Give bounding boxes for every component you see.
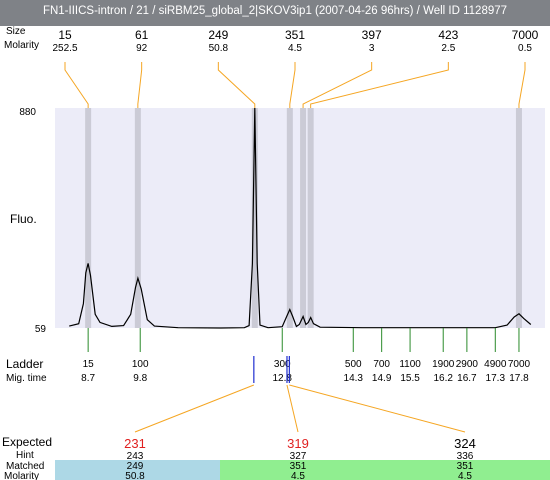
matched-size: 249 <box>127 461 144 472</box>
peak-connector <box>289 62 296 108</box>
peak-connector <box>137 62 143 108</box>
ladder-mig-time: 14.3 <box>344 373 364 384</box>
peak-band <box>286 108 293 328</box>
hint-size: 336 <box>457 451 474 462</box>
peak-molarity-label: Molarity <box>4 40 39 51</box>
peak-molarity: 252.5 <box>52 43 77 54</box>
peak-molarity: 50.8 <box>209 43 229 54</box>
peak-size-label: Size <box>6 26 26 37</box>
peak-molarity: 4.5 <box>288 43 302 54</box>
expected-markers <box>134 356 466 433</box>
mig-time-label: Mig. time <box>6 373 47 384</box>
ladder-mig-time: 17.3 <box>486 373 506 384</box>
peak-band <box>251 108 258 328</box>
peak-band <box>85 108 92 328</box>
y-tick-top: 880 <box>19 107 36 118</box>
hint-label: Hint <box>16 450 34 461</box>
matched-molarity: 50.8 <box>125 471 145 480</box>
ladder-size: 4900 <box>484 359 507 370</box>
ladder-markers: 15 8.7 100 9.8 300 12.8 500 14.3 700 14.9 1100 15.5… <box>81 328 531 384</box>
ladder-size: 1900 <box>432 359 455 370</box>
peak-size: 423 <box>438 28 458 42</box>
matched-label: Matched <box>6 461 44 472</box>
ladder-size: 7000 <box>508 359 531 370</box>
ladder-size: 2900 <box>456 359 479 370</box>
peak-connector <box>302 62 373 108</box>
molarity-label: Molarity <box>4 471 39 480</box>
hint-size: 327 <box>290 451 307 462</box>
peak-size: 7000 <box>512 28 539 42</box>
hint-size: 243 <box>127 451 144 462</box>
ladder-size: 700 <box>373 359 390 370</box>
peak-molarity: 92 <box>136 43 148 54</box>
ladder-mig-time: 16.7 <box>457 373 477 384</box>
peak-molarity: 3 <box>369 43 375 54</box>
ladder-size: 15 <box>83 359 95 370</box>
expected-size: 319 <box>287 436 309 451</box>
peak-molarity: 2.5 <box>441 43 455 54</box>
ladder-mig-time: 9.8 <box>133 373 147 384</box>
ladder-size: 100 <box>132 359 149 370</box>
fluorescence-trace <box>69 107 532 329</box>
peak-size: 249 <box>208 28 228 42</box>
peak-bands <box>85 108 522 328</box>
ladder-mig-time: 14.9 <box>372 373 392 384</box>
expected-connector <box>286 384 299 433</box>
ladder-mig-time: 16.2 <box>433 373 453 384</box>
peak-connector <box>217 62 256 108</box>
peak-molarity: 0.5 <box>518 43 532 54</box>
matched-bar-highlighted <box>220 460 550 480</box>
expected-label: Expected <box>2 435 52 449</box>
peak-band <box>134 108 141 328</box>
ladder-size: 500 <box>345 359 362 370</box>
matched-size: 351 <box>290 461 307 472</box>
ladder-size: 1100 <box>399 359 421 370</box>
peak-connector <box>64 62 89 108</box>
matched-size: 351 <box>457 461 474 472</box>
peak-connector <box>310 62 449 108</box>
peak-size: 397 <box>362 28 382 42</box>
ladder-mig-time: 12.8 <box>273 373 293 384</box>
peak-size: 351 <box>285 28 305 42</box>
expected-connector <box>289 384 466 433</box>
peak-connector <box>518 62 526 108</box>
y-axis-label: Fluo. <box>10 212 37 226</box>
peak-size: 15 <box>58 28 72 42</box>
title-bar: FN1-IIICS-intron / 21 / siRBM25_global_2… <box>0 0 550 26</box>
ladder-mig-time: 15.5 <box>400 373 420 384</box>
peak-band <box>300 108 307 328</box>
ladder-mig-time: 8.7 <box>81 373 95 384</box>
y-tick-bottom: 59 <box>35 324 47 335</box>
ladder-mig-time: 17.8 <box>509 373 529 384</box>
peak-band <box>515 108 522 328</box>
chart-title: FN1-IIICS-intron / 21 / siRBM25_global_2… <box>42 5 508 17</box>
matched-molarity: 4.5 <box>291 471 305 480</box>
expected-connector <box>134 384 255 433</box>
matched-molarity: 4.5 <box>458 471 472 480</box>
expected-size: 231 <box>124 436 146 451</box>
plot-area <box>55 108 545 328</box>
expected-size: 324 <box>454 436 476 451</box>
ladder-label: Ladder <box>6 357 43 371</box>
peak-size: 61 <box>135 28 149 42</box>
peak-connectors <box>64 62 526 108</box>
matched-bar-unhighlighted <box>55 460 220 480</box>
ladder-size: 300 <box>274 359 291 370</box>
peak-band <box>307 108 314 328</box>
